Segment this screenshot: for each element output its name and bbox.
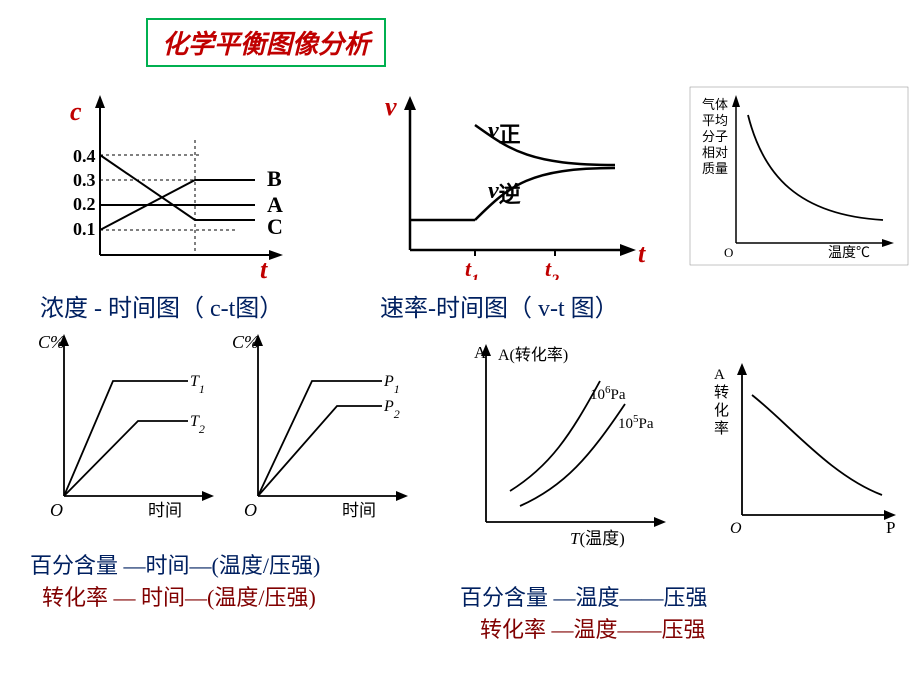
tm-x-label: 温度℃ xyxy=(828,245,870,261)
tm-origin: O xyxy=(724,245,733,260)
vt-x-label: t xyxy=(638,239,646,268)
chart-A-TP: A A(转化率) T(温度) 106Pa 105Pa xyxy=(450,336,690,556)
AP-y3: 化 xyxy=(714,402,729,419)
ytick-03: 0.3 xyxy=(73,170,96,190)
tm-y1: 气体 xyxy=(702,97,728,112)
chart-A-P: A 转 化 率 O P xyxy=(700,355,910,545)
tm-y5: 质量 xyxy=(702,161,728,176)
caption-conv-time: 转化率 — 时间—(温度/压强) xyxy=(42,580,316,612)
ATP-x: T(温度) xyxy=(570,529,625,548)
cpct-T-o: O xyxy=(50,500,63,520)
v-reverse-label: v逆 xyxy=(488,178,521,207)
chart-cpct-temp: C% O 时间 T1 T2 xyxy=(28,326,228,526)
title-box: 化学平衡图像分析 xyxy=(146,18,386,67)
ytick-01: 0.1 xyxy=(73,219,96,239)
cpct-P-o: O xyxy=(244,500,257,520)
cpct-P-y: C% xyxy=(232,332,259,352)
cpct-P2: P2 xyxy=(383,398,400,421)
label-C: C xyxy=(267,214,283,239)
caption-pct-time: 百分含量 —时间—(温度/压强) xyxy=(30,548,320,580)
caption-vt: 速率-时间图（ v-t 图） xyxy=(380,288,619,323)
chart-ct: 0.1 0.2 0.3 0.4 c t B A C xyxy=(45,90,355,280)
tm-y3: 分子 xyxy=(702,129,728,144)
cpct-T2: T2 xyxy=(190,413,205,436)
cpct-T1: T1 xyxy=(190,373,205,396)
cpct-P1: P1 xyxy=(383,373,400,396)
cpct-T-x: 时间 xyxy=(148,501,182,520)
AP-o: O xyxy=(730,520,742,537)
cpct-P-x: 时间 xyxy=(342,501,376,520)
chart-cpct-pressure: C% O 时间 P1 P2 xyxy=(222,326,422,526)
ytick-02: 0.2 xyxy=(73,194,96,214)
ATP-s1: 106Pa xyxy=(590,384,626,403)
ATP-s2: 105Pa xyxy=(618,413,654,432)
AP-y1: A xyxy=(714,367,725,383)
caption-pct-temp: 百分含量 —温度——压强 xyxy=(460,580,708,612)
ct-y-label: c xyxy=(70,97,82,126)
page-title: 化学平衡图像分析 xyxy=(162,30,370,59)
ct-x-label: t xyxy=(260,255,268,280)
caption-conv-temp: 转化率 —温度——压强 xyxy=(480,612,706,644)
AP-y4: 率 xyxy=(714,420,729,437)
label-B: B xyxy=(267,166,282,191)
tm-y2: 平均 xyxy=(702,113,728,128)
ATP-legend: A(转化率) xyxy=(498,346,568,364)
caption-ct: 浓度 - 时间图（ c-t图） xyxy=(40,288,283,323)
ATP-y: A xyxy=(474,343,487,362)
cpct-T-y: C% xyxy=(38,332,65,352)
tm-y4: 相对 xyxy=(702,145,728,160)
vt-t1: t1 xyxy=(465,256,479,280)
chart-temp-mass: 气体 平均 分子 相对 质量 O 温度℃ xyxy=(688,85,913,270)
v-forward-label: v正 xyxy=(488,118,521,147)
chart-vt: t1 t2 v t v正 v逆 xyxy=(380,90,670,280)
vt-y-label: v xyxy=(385,92,397,121)
AP-x: P xyxy=(886,518,895,537)
AP-y2: 转 xyxy=(714,384,729,401)
ytick-04: 0.4 xyxy=(73,146,96,166)
vt-t2: t2 xyxy=(545,256,559,280)
